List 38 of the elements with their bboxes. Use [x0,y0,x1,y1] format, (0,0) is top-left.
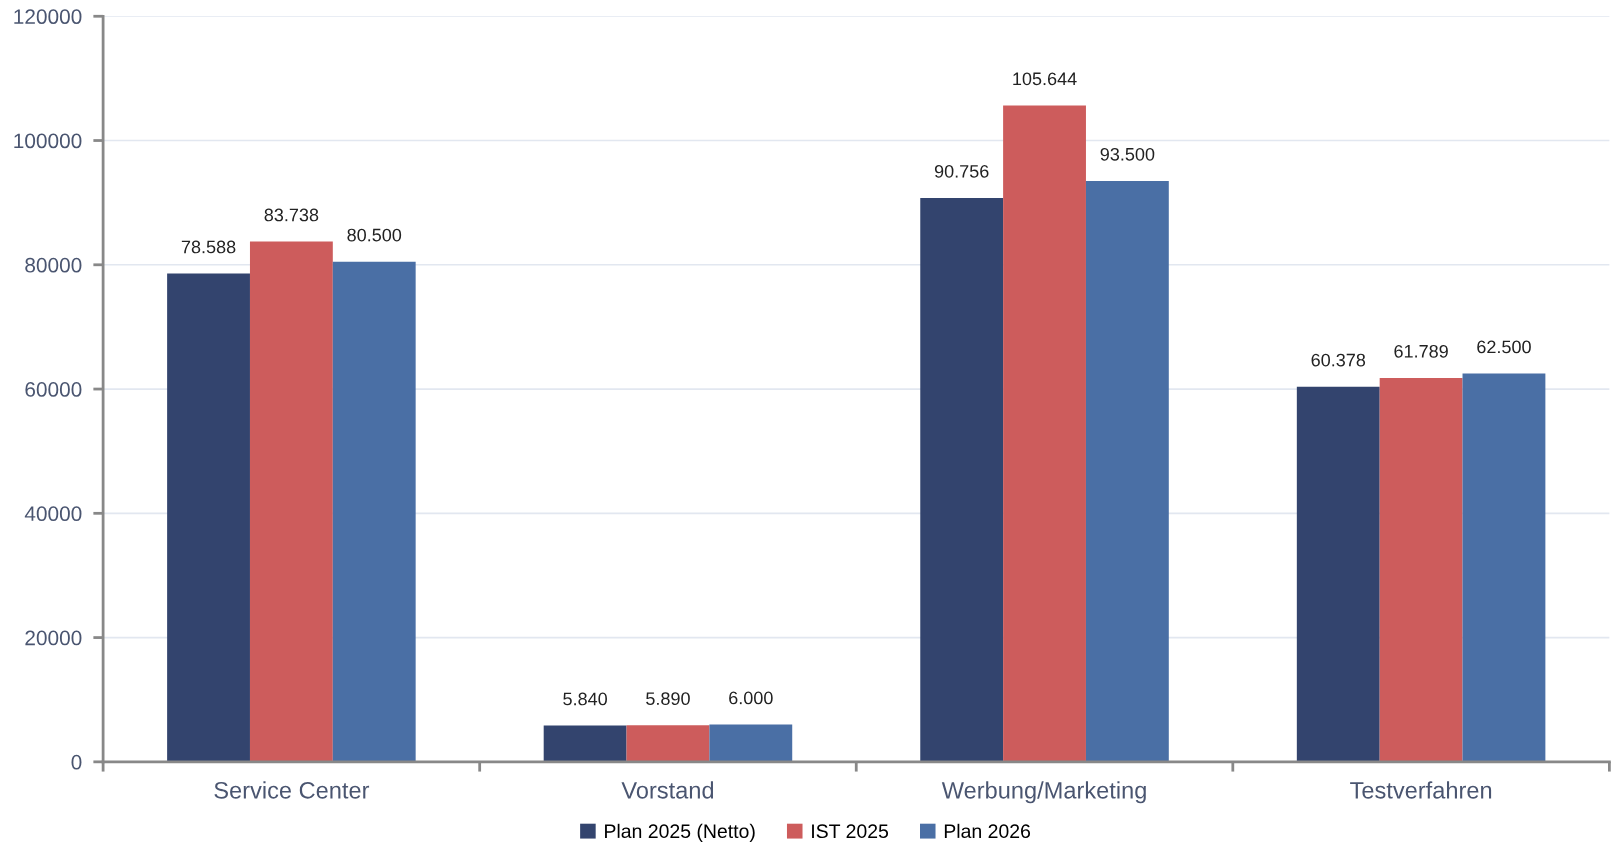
y-tick-label: 0 [71,754,82,770]
data-label: 105.644 [1013,72,1077,86]
data-label: 80.500 [347,228,402,242]
bar [709,724,793,762]
x-tick-label: Vorstand [621,781,714,799]
data-label: 93.500 [1100,147,1155,161]
x-tick-label: Werbung/Marketing [941,781,1146,804]
y-tick-label: 40000 [24,506,82,522]
y-tick-label: 60000 [25,382,82,397]
bar [1085,180,1169,762]
bar [1296,386,1380,762]
bar [1379,377,1463,762]
bar [1462,373,1546,762]
y-tick-label: 100000 [14,133,82,149]
bar [626,725,710,762]
bar [249,241,333,762]
data-label: 5.890 [646,692,690,706]
y-tick-label: 80000 [25,257,82,273]
x-tick-label: Testverfahren [1350,781,1492,799]
legend-label: IST 2025 [812,824,889,839]
bar [1003,105,1086,762]
data-label: 61.789 [1394,344,1448,358]
bar [332,261,416,762]
data-label: 78.588 [181,240,236,254]
data-label: 60.378 [1311,353,1366,367]
y-tick-label: 20000 [25,630,82,646]
bar [920,197,1004,762]
data-label: 62.500 [1477,340,1531,354]
bar [543,725,627,762]
legend-label: Plan 2025 (Netto) [605,823,755,842]
x-tick-label: Service Center [214,781,370,799]
bar [167,273,250,762]
data-label: 83.738 [264,208,319,222]
data-label: 5.840 [563,692,607,706]
legend-label: Plan 2026 [944,823,1031,839]
data-label: 90.756 [934,164,989,178]
data-label: 6.000 [729,691,773,705]
y-tick-label: 120000 [14,9,82,25]
